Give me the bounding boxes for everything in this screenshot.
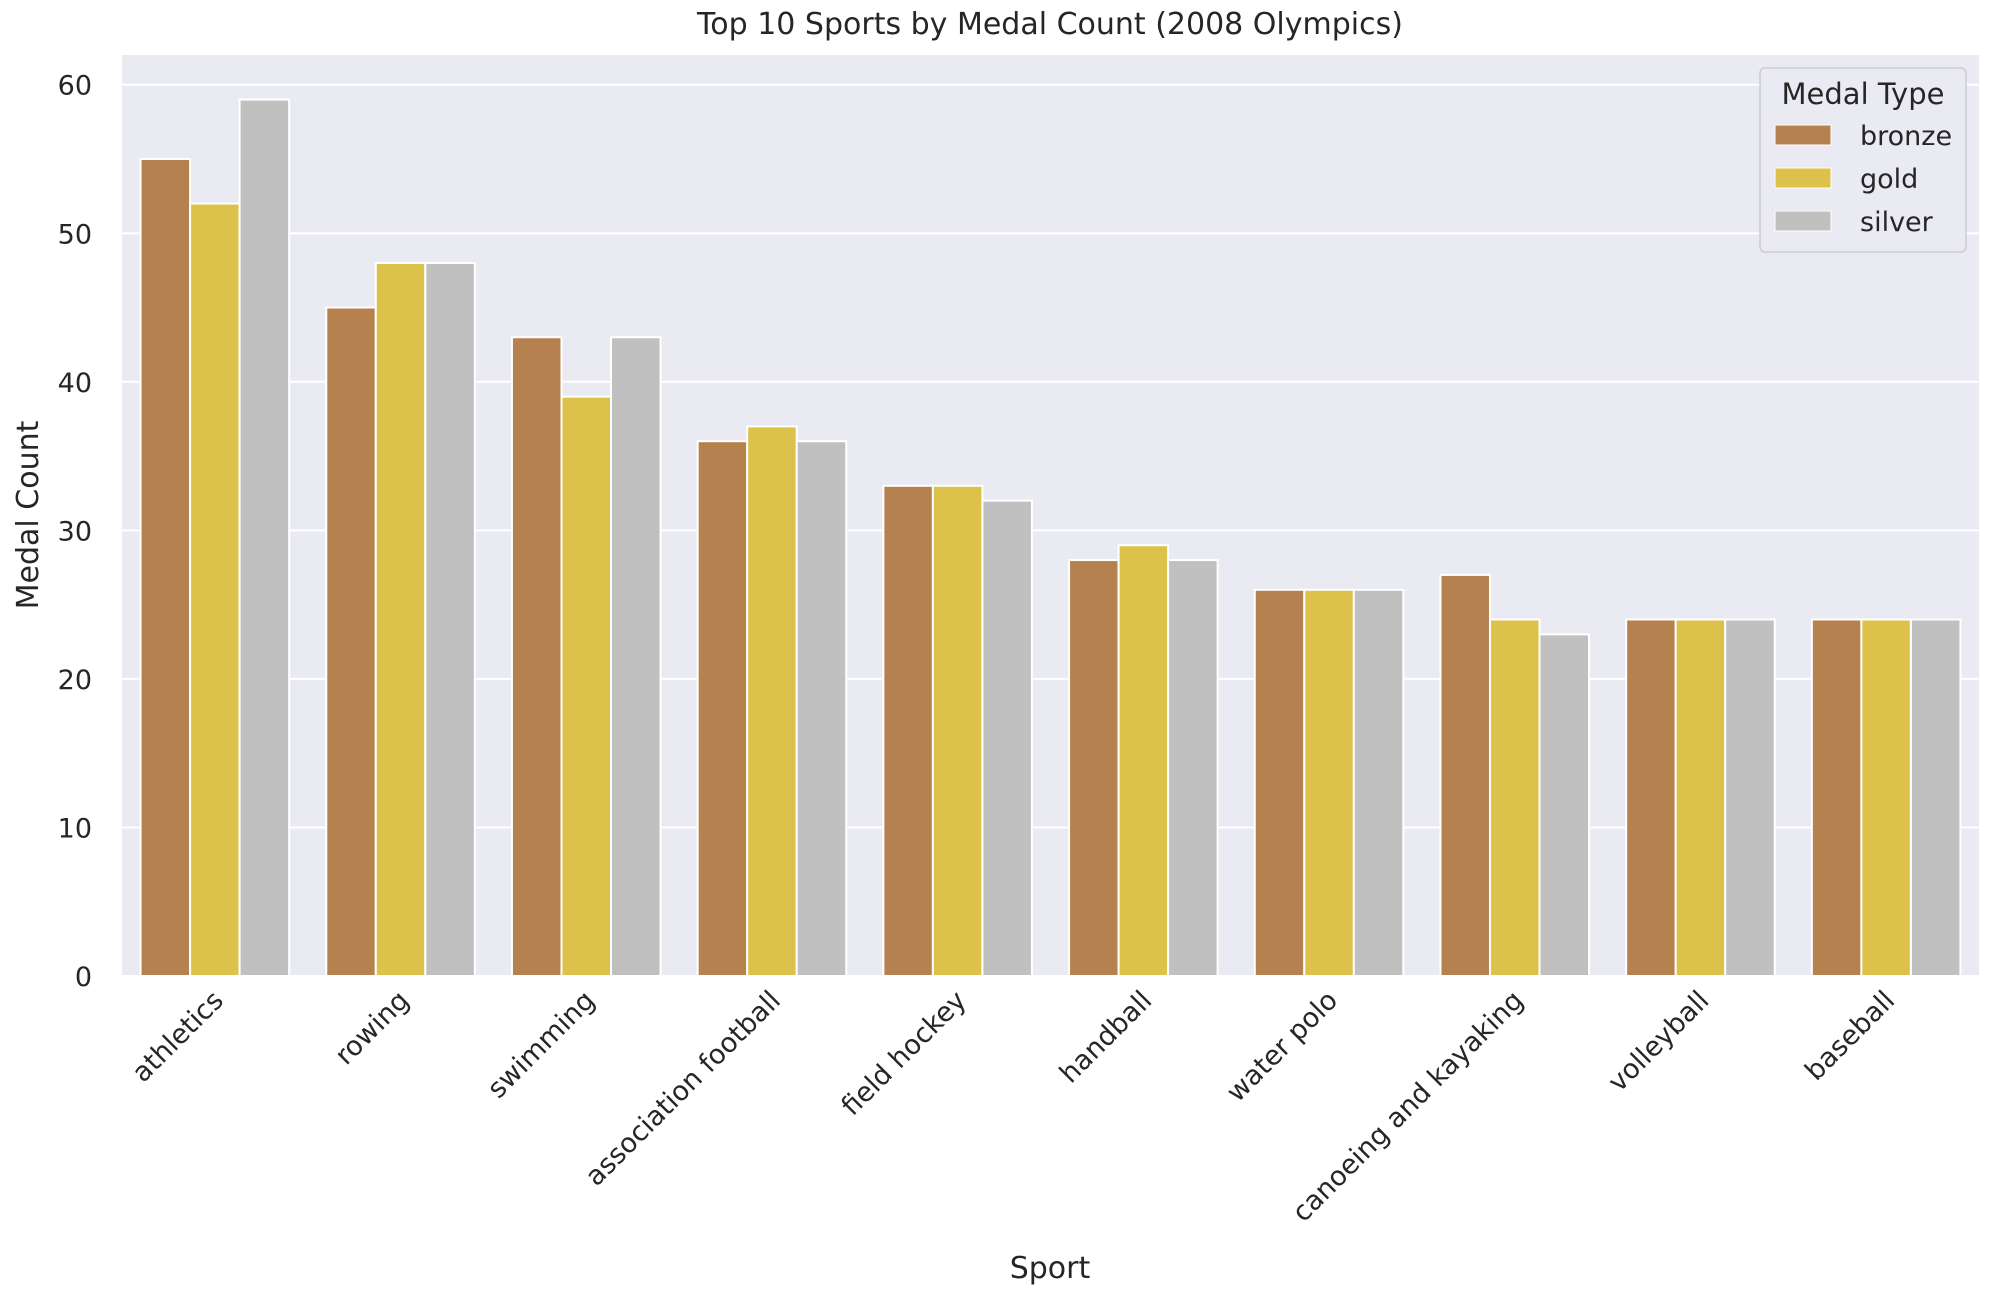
y-tick-label: 20	[58, 665, 92, 696]
legend-swatch-bronze	[1774, 124, 1832, 146]
bar-gold	[1303, 588, 1355, 977]
legend-box	[1759, 67, 1967, 253]
y-tick-label: 10	[58, 813, 92, 844]
bar-silver	[795, 440, 848, 977]
x-tick-label: volleyball	[1602, 985, 1715, 1098]
bar-bronze	[1439, 573, 1491, 978]
chart-title: Top 10 Sports by Medal Count (2008 Olymp…	[696, 7, 1403, 42]
bar-silver	[238, 98, 291, 977]
bar-gold	[1488, 618, 1541, 978]
x-tick-label: rowing	[329, 985, 415, 1071]
x-tick-label: water polo	[1221, 985, 1344, 1108]
legend-title: Medal Type	[1782, 77, 1945, 111]
bar-gold	[1860, 618, 1912, 978]
bar-gold	[374, 261, 427, 978]
bar-silver	[1167, 559, 1219, 977]
bar-gold	[931, 484, 984, 977]
bar-gold	[746, 425, 798, 977]
x-tick-label: swimming	[482, 985, 602, 1105]
bar-bronze	[1253, 588, 1306, 977]
legend-label-bronze: bronze	[1860, 121, 1952, 152]
legend-swatch-silver	[1774, 210, 1832, 232]
bar-silver	[1909, 618, 1962, 978]
bar-bronze	[510, 336, 563, 977]
bar-bronze	[1068, 559, 1120, 977]
bar-silver	[1538, 633, 1591, 977]
bar-gold	[560, 395, 613, 977]
bar-gold	[1674, 618, 1727, 978]
x-tick-label: field hockey	[836, 985, 973, 1122]
bar-bronze	[882, 484, 934, 977]
bar-gold	[1117, 544, 1170, 977]
y-tick-label: 60	[58, 71, 92, 102]
bar-silver	[424, 261, 476, 978]
bar-silver	[981, 499, 1033, 977]
x-axis-label: Sport	[1010, 1251, 1091, 1286]
y-axis-label: Medal Count	[11, 420, 46, 609]
bar-bronze	[1810, 618, 1863, 978]
y-tick-label: 50	[58, 219, 92, 250]
bar-silver	[1352, 588, 1405, 977]
legend-swatch-gold	[1774, 167, 1832, 189]
legend-entries: bronze gold silver	[1774, 121, 1952, 238]
legend-label-silver: silver	[1860, 207, 1934, 238]
legend: Medal Type bronze gold silver	[1759, 67, 1967, 253]
bar-bronze	[325, 306, 377, 977]
bar-bronze	[1625, 618, 1677, 978]
y-tick-labels: 0 10 20 30 40 50 60	[58, 71, 92, 993]
bar-gold	[189, 202, 241, 977]
x-tick-label: baseball	[1799, 985, 1901, 1087]
x-tick-label: athletics	[126, 985, 229, 1088]
bar-silver	[610, 336, 662, 977]
x-tick-label: association football	[580, 985, 787, 1192]
bar-bronze	[139, 157, 192, 977]
y-tick-label: 0	[75, 962, 92, 993]
bar-silver	[1724, 618, 1776, 978]
x-tick-label: handball	[1054, 985, 1158, 1089]
bars	[139, 98, 1962, 978]
y-tick-label: 40	[58, 368, 92, 399]
y-tick-label: 30	[58, 516, 92, 547]
bar-bronze	[696, 440, 749, 977]
legend-label-gold: gold	[1860, 164, 1918, 195]
